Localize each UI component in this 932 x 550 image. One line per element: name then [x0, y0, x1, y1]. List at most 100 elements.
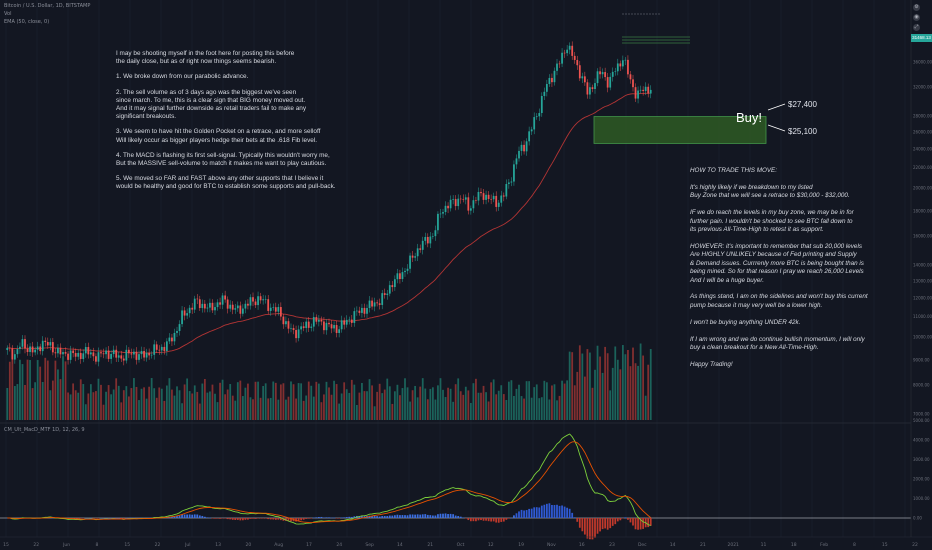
y-tick-label: 14000.00 [913, 262, 932, 267]
fullscreen-icon[interactable]: ⤢ [913, 24, 920, 31]
volume-bar [338, 403, 341, 420]
macd-histogram-bar [383, 515, 386, 518]
volume-bar [545, 382, 548, 420]
volume-bar [36, 360, 39, 420]
ema-indicator-label[interactable]: EMA (50, close, 0) [4, 19, 50, 25]
candle-body [307, 321, 310, 328]
volume-bar [345, 389, 348, 420]
macd-histogram-bar [399, 515, 401, 518]
macd-histogram-bar [591, 518, 594, 540]
candle-body [264, 299, 267, 300]
volume-bar [160, 388, 163, 420]
candle-body [563, 52, 566, 54]
candle-body [201, 303, 204, 309]
camera-icon[interactable]: ◉ [913, 14, 920, 21]
volume-bar [581, 353, 584, 420]
y-tick-label: 28000.00 [913, 113, 932, 118]
candle-body [115, 349, 118, 358]
candle-body [138, 354, 140, 360]
volume-bar [186, 378, 189, 420]
macd-histogram-bar [523, 510, 525, 518]
candle-body [535, 116, 538, 118]
candle-body [181, 310, 183, 325]
candle-body [447, 205, 449, 209]
volume-indicator-label[interactable]: Vol [4, 11, 12, 17]
candle-body [401, 272, 404, 280]
volume-bar [135, 386, 138, 420]
volume-bar [95, 391, 97, 420]
candle-body [396, 273, 399, 280]
x-tick-label: 13 [215, 542, 221, 548]
volume-bar [480, 392, 482, 420]
macd-histogram-bar [193, 514, 196, 518]
candle-body [105, 350, 107, 355]
macd-histogram-bar [117, 517, 120, 519]
volume-bar [59, 379, 62, 420]
candle-body [533, 117, 536, 130]
macd-histogram-bar [239, 518, 242, 521]
upper-arrow [767, 103, 786, 111]
volume-bar [616, 359, 619, 420]
volume-bar [282, 383, 285, 420]
candle-body [229, 304, 232, 309]
candle-body [178, 324, 181, 331]
macd-histogram-bar [627, 518, 629, 520]
macd-histogram-bar [543, 504, 546, 518]
candle-body [520, 144, 523, 151]
macd-histogram-bar [345, 517, 348, 518]
macd-histogram-bar [188, 514, 191, 518]
volume-bar [378, 383, 381, 420]
macd-histogram-bar [431, 515, 434, 518]
candle-body [13, 354, 16, 360]
volume-bar [523, 398, 525, 420]
volume-bar [328, 387, 330, 420]
volume-bar [312, 396, 315, 420]
macd-histogram-bar [518, 511, 520, 518]
candle-body [143, 351, 145, 358]
candle-body [274, 307, 277, 312]
volume-bar [307, 381, 310, 420]
macd-histogram-bar [467, 518, 470, 521]
volume-bar [249, 397, 252, 420]
volume-bar [163, 400, 166, 420]
macd-histogram-bar [115, 517, 118, 519]
volume-bar [376, 391, 379, 420]
candle-body [383, 293, 386, 295]
macd-histogram-bar [429, 515, 432, 518]
candle-body [277, 307, 280, 312]
volume-bar [150, 378, 153, 420]
macd-histogram-bar [120, 518, 123, 519]
macd-histogram-bar [497, 518, 500, 523]
macd-histogram-bar [274, 518, 277, 520]
candle-body [609, 76, 612, 88]
candle-body [343, 320, 346, 325]
candle-body [150, 354, 153, 356]
macd-histogram-bar [469, 518, 472, 522]
candle-body [393, 279, 396, 288]
volume-bar [323, 394, 325, 420]
macd-histogram-bar [649, 518, 652, 526]
macd-histogram-bar [581, 518, 584, 532]
candle-body [140, 351, 143, 355]
macd-indicator-label[interactable]: CM_Ult_MacD_MTF 1D, 12, 26, 9 [4, 427, 85, 433]
candle-body [148, 352, 151, 356]
x-tick-label: 23 [609, 542, 615, 548]
settings-icon[interactable]: ⚙ [913, 4, 920, 11]
volume-bar [335, 384, 338, 420]
volume-bar [381, 393, 384, 420]
candle-body [619, 63, 622, 67]
candle-body [203, 303, 206, 309]
macd-histogram-bar [224, 518, 227, 519]
x-tick-label: 2021 [727, 542, 739, 548]
macd-histogram-bar [553, 505, 556, 518]
y-tick-label: 22000.00 [913, 165, 932, 170]
candle-body [122, 358, 125, 361]
candle-body [171, 337, 173, 342]
macd-histogram-bar [102, 517, 105, 519]
macd-histogram-bar [247, 518, 249, 520]
candle-body [69, 350, 72, 360]
volume-bar [439, 378, 442, 420]
x-tick-label: 8 [853, 542, 856, 548]
volume-bar [165, 385, 168, 420]
